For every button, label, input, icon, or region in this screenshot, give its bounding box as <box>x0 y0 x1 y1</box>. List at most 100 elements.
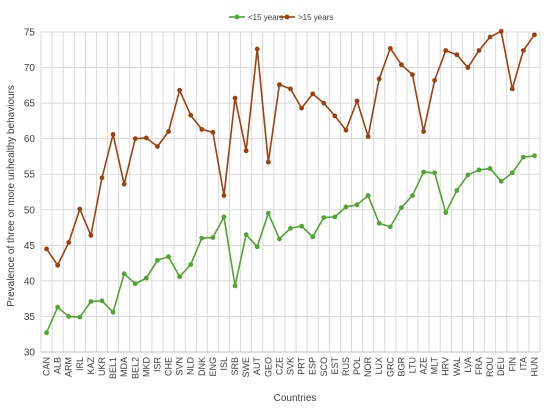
x-tick-label: ENG <box>208 357 218 377</box>
data-point <box>99 298 105 304</box>
data-point <box>77 314 83 320</box>
x-tick-label: ISL <box>219 357 229 371</box>
x-tick-label: SVK <box>286 357 296 375</box>
data-point <box>310 91 316 97</box>
data-point <box>343 204 349 210</box>
data-point <box>443 210 449 216</box>
data-point <box>254 46 260 52</box>
data-point <box>288 225 293 231</box>
data-point <box>110 309 116 315</box>
data-point <box>509 86 515 92</box>
data-point <box>132 281 138 287</box>
data-point <box>532 153 537 159</box>
x-tick-label: BEL1 <box>108 357 118 379</box>
data-point <box>321 215 327 221</box>
x-tick-label: SRB <box>230 357 240 376</box>
x-tick-label: LVA <box>463 357 473 373</box>
data-point <box>221 193 227 198</box>
x-tick-label: CAN <box>42 357 52 376</box>
data-point <box>66 314 72 319</box>
data-point <box>310 234 316 240</box>
data-point <box>343 127 349 133</box>
y-axis-title: Prevalence of three or more unhealthy be… <box>6 85 17 307</box>
data-point <box>55 262 61 268</box>
data-point <box>465 172 471 178</box>
data-point <box>166 254 171 260</box>
data-point <box>398 205 404 211</box>
data-point <box>243 148 249 154</box>
x-tick-label: HUN <box>529 357 539 377</box>
data-point <box>465 65 471 70</box>
data-point <box>199 127 205 132</box>
data-point <box>121 181 127 187</box>
data-point <box>365 134 371 139</box>
y-tick-label: 65 <box>24 99 36 110</box>
data-point <box>299 223 304 229</box>
data-point <box>454 52 460 58</box>
data-point <box>365 193 371 198</box>
data-point <box>376 220 382 226</box>
data-point <box>520 154 526 160</box>
data-point <box>520 48 526 53</box>
series-line <box>45 154 535 334</box>
x-tick-label: LUX <box>374 357 384 375</box>
x-tick-label: BEL2 <box>130 357 140 379</box>
data-point <box>421 129 426 134</box>
x-tick-label: MLT <box>430 357 440 375</box>
data-point <box>509 170 515 176</box>
x-tick-label: IRL <box>75 357 85 371</box>
data-point <box>288 86 293 92</box>
x-tick-label: MKD <box>141 357 151 378</box>
data-point <box>376 76 382 82</box>
data-point <box>277 82 282 88</box>
x-tick-label: SCO <box>319 357 329 377</box>
data-point <box>476 48 482 53</box>
data-point <box>398 62 404 68</box>
data-point <box>243 232 249 238</box>
data-point <box>432 77 438 83</box>
legend-label-series-2: >15 years <box>298 13 333 22</box>
x-tick-label: DEU <box>496 357 506 376</box>
data-point <box>44 330 49 336</box>
x-tick-label: ISR <box>152 357 162 373</box>
data-point <box>44 246 49 252</box>
data-point <box>177 274 183 280</box>
data-point <box>487 166 493 171</box>
data-point <box>221 214 227 220</box>
x-tick-label: SVN <box>175 357 185 376</box>
data-point <box>88 299 94 304</box>
data-point <box>532 32 537 38</box>
data-point <box>321 100 327 106</box>
y-tick-label: 35 <box>24 312 36 323</box>
x-tick-label: BGR <box>396 357 406 377</box>
series-1 <box>44 153 537 336</box>
data-point <box>143 275 149 281</box>
data-point <box>210 235 216 240</box>
legend-label-series-1: <15 years <box>248 13 283 22</box>
data-point <box>277 236 282 242</box>
data-point <box>410 193 415 198</box>
x-tick-label: NLD <box>186 357 196 376</box>
x-tick-label: ALB <box>53 357 63 374</box>
data-point <box>88 232 94 238</box>
data-point <box>188 112 194 118</box>
data-point <box>387 224 393 230</box>
series-layer <box>44 28 537 336</box>
legend-marker-series-2 <box>284 14 290 20</box>
data-point <box>354 202 360 208</box>
data-point <box>332 113 338 119</box>
x-tick-label: NOR <box>363 357 373 378</box>
x-tick-label: HRV <box>441 357 451 376</box>
x-tick-label: UKR <box>97 357 107 377</box>
series-2 <box>44 28 537 268</box>
data-point <box>166 129 171 134</box>
data-point <box>210 129 216 135</box>
data-point <box>155 257 160 263</box>
x-tick-label: AUT <box>252 356 262 375</box>
data-point <box>387 45 393 51</box>
x-tick-label: LTU <box>407 357 417 373</box>
x-tick-label: POL <box>352 357 362 375</box>
x-tick-label: KAZ <box>86 357 96 375</box>
